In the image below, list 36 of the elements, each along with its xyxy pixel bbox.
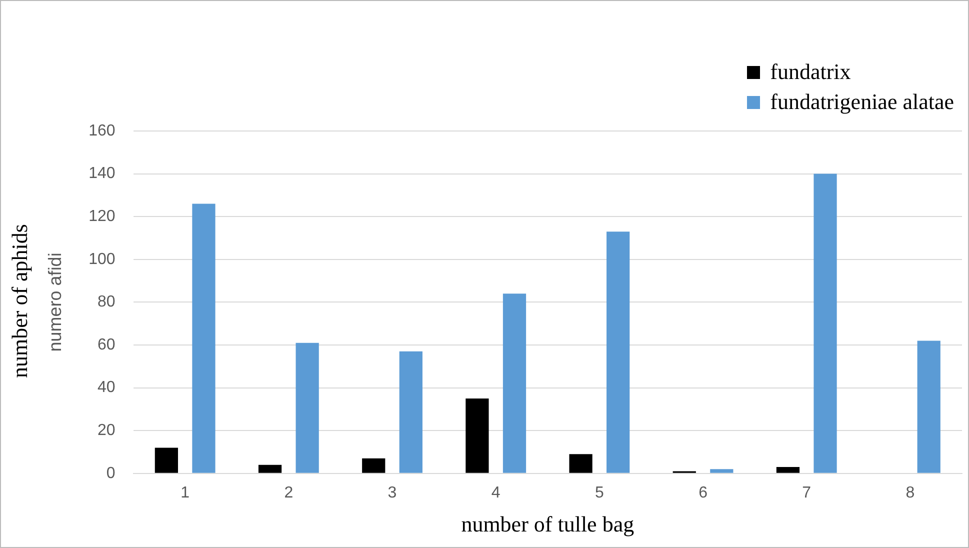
y-tick-label: 20: [98, 422, 116, 440]
y-tick-label: 80: [98, 294, 116, 311]
x-tick-label: 1: [180, 484, 190, 502]
y-tick-label: 40: [98, 379, 116, 396]
bar: [606, 232, 630, 473]
y-tick-label: 160: [88, 122, 116, 140]
bar: [502, 294, 526, 473]
legend-label: fundatrix: [770, 59, 851, 85]
y-tick-label: 100: [88, 250, 116, 268]
x-tick-label: 2: [284, 484, 294, 502]
bar: [154, 448, 178, 473]
bar: [569, 454, 592, 473]
bar: [776, 466, 800, 473]
bar: [296, 342, 319, 473]
bar: [362, 458, 386, 473]
legend-label: fundatrigeniae alatae: [770, 89, 954, 115]
y-tick-label: 60: [98, 336, 116, 354]
bar: [466, 398, 489, 473]
x-axis-title: number of tulle bag: [461, 512, 634, 537]
x-tick-label: 5: [594, 484, 604, 502]
x-tick-label: 8: [906, 484, 915, 502]
bar: [917, 340, 940, 473]
bar: [258, 464, 282, 473]
x-tick-label: 3: [388, 484, 397, 502]
y-tick-label: 120: [88, 208, 116, 226]
x-tick-label: 7: [802, 484, 812, 502]
y-tick-label: 140: [88, 165, 116, 182]
bar: [710, 469, 734, 473]
y-axis-title: numero afidi: [44, 252, 65, 352]
x-tick-label: 4: [491, 484, 500, 502]
x-tick-label: 6: [698, 484, 708, 502]
bar: [399, 351, 422, 473]
y-tick-label: 0: [106, 464, 116, 482]
bar: [814, 174, 837, 473]
bar: [192, 204, 216, 473]
text: number of aphids: [7, 224, 33, 378]
